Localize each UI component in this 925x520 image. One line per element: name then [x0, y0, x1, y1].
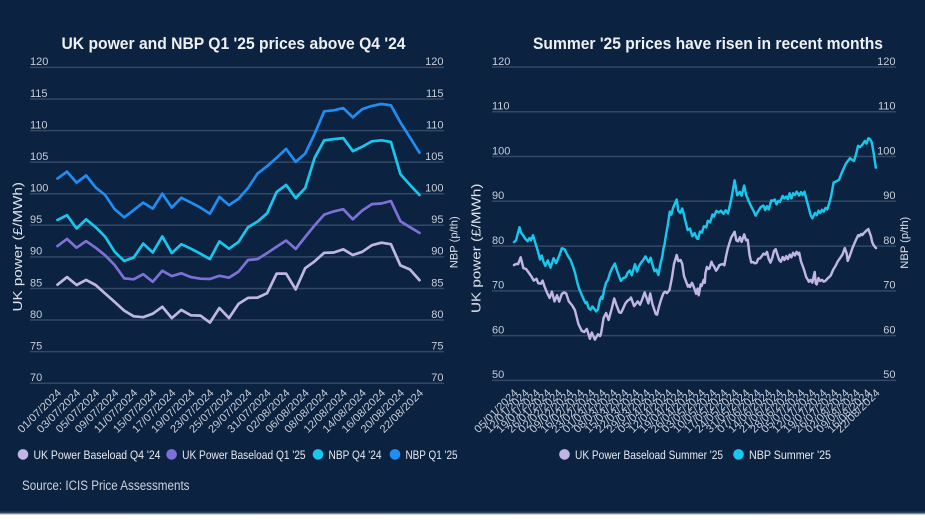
svg-text:95: 95: [30, 214, 42, 226]
svg-text:100: 100: [425, 183, 443, 195]
svg-text:UK power (£/MWh): UK power (£/MWh): [469, 184, 484, 314]
svg-text:120: 120: [877, 56, 895, 68]
svg-text:UK Power Baseload Q1 '25: UK Power Baseload Q1 '25: [182, 448, 306, 462]
svg-text:80: 80: [883, 235, 895, 247]
svg-text:70: 70: [492, 280, 504, 292]
svg-text:105: 105: [425, 151, 443, 163]
svg-text:Summer '25 prices have risen i: Summer '25 prices have risen in recent m…: [533, 35, 883, 53]
svg-text:90: 90: [492, 190, 504, 202]
svg-text:80: 80: [30, 309, 42, 321]
svg-text:120: 120: [425, 56, 443, 68]
svg-text:120: 120: [30, 56, 48, 68]
svg-text:105: 105: [30, 151, 48, 163]
svg-text:110: 110: [30, 119, 48, 131]
svg-text:60: 60: [883, 324, 895, 336]
svg-text:75: 75: [431, 340, 443, 352]
svg-text:120: 120: [492, 56, 510, 68]
svg-text:115: 115: [30, 88, 48, 100]
svg-text:110: 110: [878, 101, 896, 113]
svg-text:NBP Summer '25: NBP Summer '25: [749, 448, 831, 462]
svg-text:NBP Q4 '24: NBP Q4 '24: [329, 448, 382, 462]
svg-text:NBP (p/th): NBP (p/th): [448, 216, 460, 268]
svg-text:100: 100: [30, 183, 48, 195]
svg-text:85: 85: [30, 277, 42, 289]
svg-text:90: 90: [431, 246, 443, 258]
svg-text:70: 70: [431, 372, 443, 384]
svg-text:90: 90: [883, 190, 895, 202]
svg-text:90: 90: [30, 246, 42, 258]
svg-text:95: 95: [431, 214, 443, 226]
svg-text:70: 70: [30, 372, 42, 384]
svg-text:UK Power Baseload Q4 '24: UK Power Baseload Q4 '24: [34, 448, 161, 462]
svg-text:80: 80: [492, 235, 504, 247]
svg-text:NBP Q1 '25: NBP Q1 '25: [406, 448, 458, 462]
svg-text:110: 110: [492, 101, 510, 113]
svg-text:50: 50: [492, 369, 504, 381]
svg-text:UK Power Baseload Summer '25: UK Power Baseload Summer '25: [575, 448, 723, 462]
svg-text:85: 85: [431, 277, 443, 289]
svg-text:100: 100: [492, 145, 510, 157]
svg-text:70: 70: [883, 280, 895, 292]
svg-text:100: 100: [877, 145, 895, 157]
svg-text:60: 60: [492, 324, 504, 336]
svg-text:UK power (£/MWh): UK power (£/MWh): [10, 182, 25, 311]
svg-text:50: 50: [883, 369, 895, 381]
svg-text:Source: ICIS Price Assessments: Source: ICIS Price Assessments: [22, 478, 190, 493]
svg-text:NBP (p/th): NBP (p/th): [899, 217, 911, 269]
svg-text:80: 80: [431, 309, 443, 321]
svg-text:115: 115: [426, 88, 444, 100]
svg-text:110: 110: [426, 119, 444, 131]
svg-text:UK power and NBP Q1 '25 prices: UK power and NBP Q1 '25 prices above Q4 …: [62, 35, 407, 53]
svg-text:75: 75: [30, 340, 42, 352]
